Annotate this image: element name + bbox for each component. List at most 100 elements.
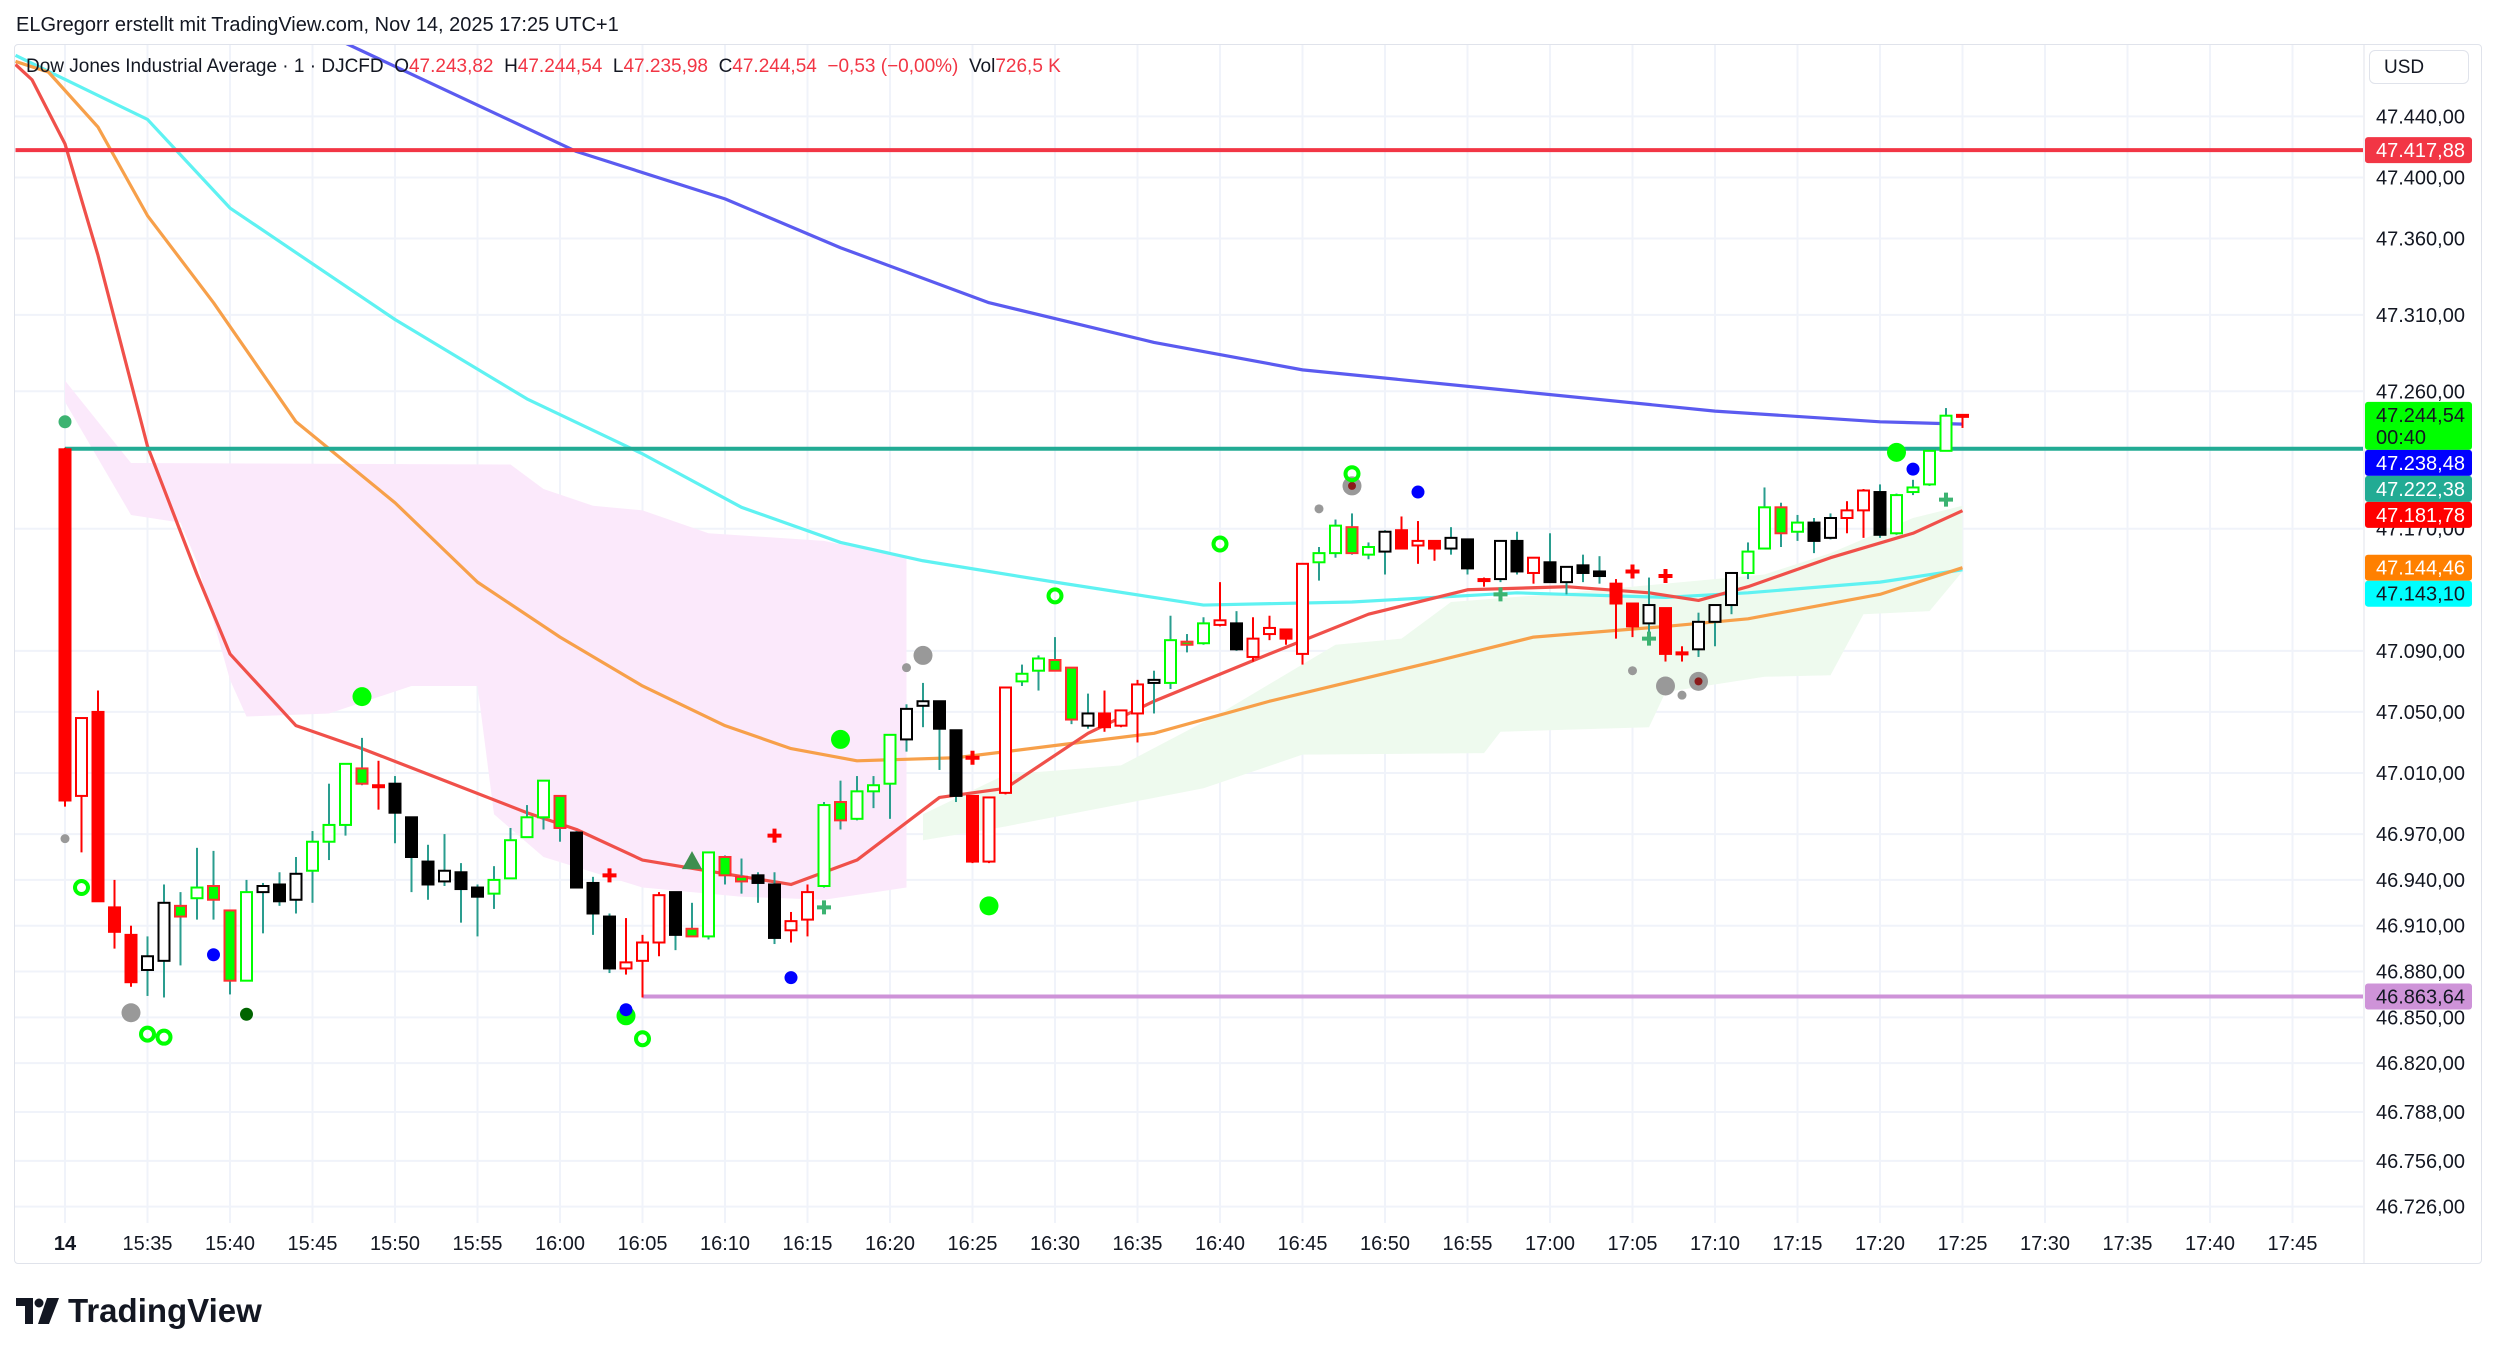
candle — [652, 892, 666, 957]
price-tag-label: 47.143,10 — [2376, 584, 2465, 606]
candle-body — [1048, 659, 1062, 672]
candle-body — [240, 891, 253, 982]
signal-dot-icon — [1628, 666, 1637, 676]
candle — [784, 911, 798, 943]
candle-body — [1461, 538, 1474, 570]
tradingview-logo[interactable]: TradingView — [16, 1292, 262, 1330]
candle — [124, 925, 138, 987]
candle-body — [405, 816, 418, 858]
candle-body — [207, 885, 220, 901]
price-tick-label: 47.260,00 — [2376, 381, 2465, 403]
candle-body — [652, 894, 666, 944]
price-tick-label: 46.850,00 — [2376, 1007, 2465, 1029]
price-axis[interactable]: 47.440,00 47.400,00 47.360,00 47.310,00 47.2… — [2363, 45, 2465, 1263]
signal-cross-icon — [1642, 631, 1656, 646]
candle — [454, 863, 468, 923]
candle-body — [1494, 539, 1507, 581]
candle — [1543, 533, 1557, 584]
signal-cross-icon — [767, 828, 782, 843]
time-tick-label: 17:20 — [1855, 1233, 1905, 1255]
candle — [1461, 538, 1474, 575]
low-value: 47.235,98 — [623, 56, 708, 77]
candle — [999, 686, 1012, 795]
candle — [1659, 607, 1672, 662]
candle-body — [1824, 517, 1837, 539]
candle — [1197, 617, 1210, 645]
candle — [553, 794, 567, 842]
time-axis[interactable]: 14 15:35 15:40 15:45 15:50 15:55 16:00 16:05 16:… — [54, 1233, 2318, 1255]
signal-dot-icon — [207, 948, 220, 962]
candle — [1890, 493, 1903, 535]
candle-body — [751, 874, 765, 884]
signal-cross-icon — [1625, 564, 1640, 579]
time-tick-label: 16:00 — [535, 1233, 585, 1255]
candle-body — [570, 831, 583, 889]
candle — [1840, 501, 1854, 534]
candle — [1048, 637, 1062, 672]
candle-body — [1840, 509, 1854, 520]
symbol-name[interactable]: Dow Jones Industrial Average · 1 · DJCFD — [26, 56, 384, 77]
price-tag: 47.181,78 — [2365, 501, 2472, 528]
candle-body — [1114, 709, 1128, 727]
price-tick-label: 47.360,00 — [2376, 229, 2465, 251]
price-tag: 47.238,48 — [2365, 449, 2472, 476]
time-tick-label: 17:45 — [2267, 1233, 2317, 1255]
time-tick-label: 16:30 — [1030, 1233, 1080, 1255]
chart-frame — [14, 44, 2482, 1264]
candle — [1956, 413, 1969, 428]
candle-body — [223, 909, 237, 982]
open-label: O — [394, 56, 409, 77]
candle-body — [1131, 683, 1144, 715]
candle-body — [1213, 619, 1227, 626]
price-tick-label: 47.310,00 — [2376, 305, 2465, 327]
candle — [900, 704, 913, 752]
price-tag: 47.144,46 — [2365, 554, 2472, 581]
candle-body — [1428, 539, 1441, 550]
candle-body — [1675, 651, 1689, 656]
candle-body — [850, 790, 864, 820]
signal-cross-icon — [1658, 569, 1673, 584]
candle — [256, 882, 270, 934]
candle-body — [289, 872, 303, 901]
high-value: 47.244,54 — [517, 56, 603, 77]
candle-body — [1906, 486, 1920, 494]
cloud-band-1 — [923, 505, 1963, 841]
cloud-band-0 — [65, 380, 907, 900]
candle — [1708, 604, 1722, 647]
candle-body — [801, 891, 814, 921]
candle — [487, 866, 501, 909]
candle — [1576, 554, 1590, 583]
candle-body — [1939, 414, 1953, 452]
candle-body — [1411, 539, 1425, 547]
time-tick-label: 16:05 — [617, 1233, 667, 1255]
currency-button[interactable]: USD — [2369, 50, 2469, 84]
candle — [141, 936, 154, 996]
candle-body — [124, 933, 138, 984]
candle-body — [75, 717, 88, 797]
price-tag-background — [2365, 580, 2472, 607]
price-tag-background — [2365, 983, 2472, 1010]
candle — [1725, 571, 1738, 615]
signal-dot-center-icon — [1694, 677, 1703, 686]
signal-ring-icon — [155, 1028, 173, 1046]
price-tag: 47.417,88 — [2365, 137, 2472, 164]
candle-body — [553, 794, 567, 829]
candle — [685, 902, 699, 938]
candle-body — [1180, 640, 1194, 646]
signal-dot-icon — [60, 834, 70, 844]
candle — [586, 876, 600, 935]
candle — [1560, 565, 1573, 595]
signal-dot-icon — [1656, 676, 1675, 696]
candle-body — [817, 804, 831, 888]
symbol-legend: Dow Jones Industrial Average · 1 · DJCFD… — [26, 56, 1061, 78]
candle-body — [1708, 604, 1722, 623]
price-tag-label: 46.863,64 — [2376, 987, 2465, 1009]
price-tick-label: 46.910,00 — [2376, 916, 2465, 938]
candle-body — [1378, 530, 1392, 553]
candle-body — [471, 886, 484, 898]
candle — [603, 913, 616, 974]
candle-body — [586, 881, 600, 915]
time-tick-label: 16:40 — [1195, 1233, 1245, 1255]
candle — [570, 831, 583, 889]
